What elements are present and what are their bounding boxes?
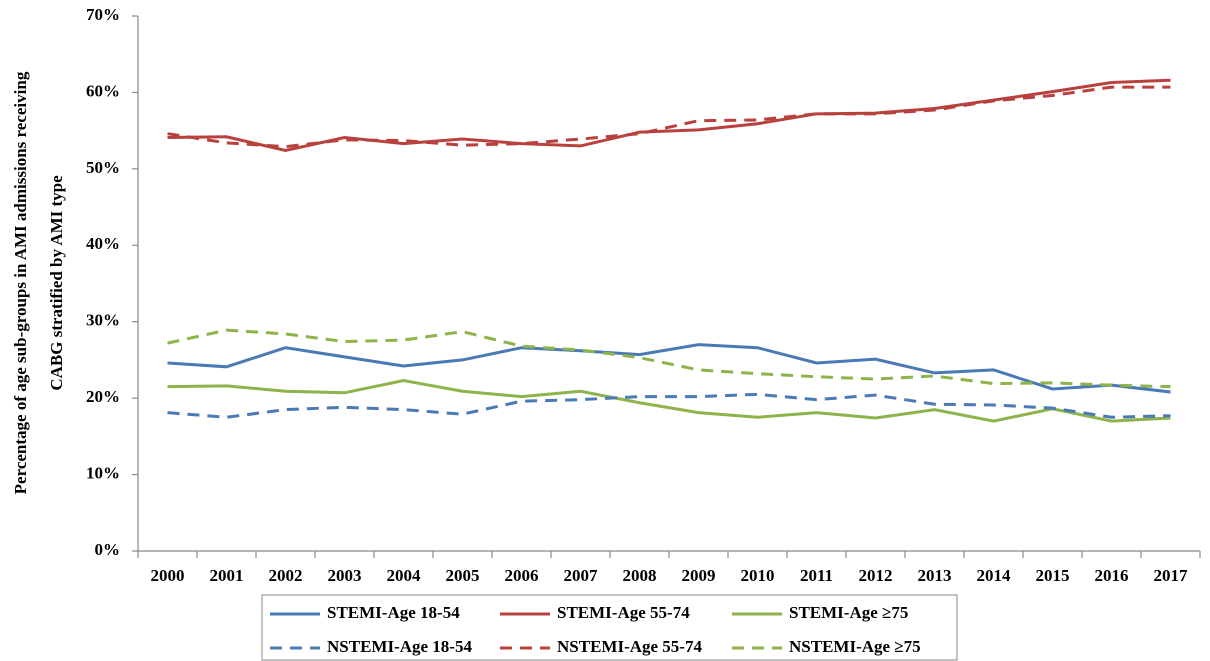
line-series (167, 78, 1171, 153)
legend-label: STEMI-Age ≥75 (789, 603, 908, 622)
x-tick-label: 2003 (328, 566, 362, 585)
y-tick-label: 30% (86, 311, 120, 330)
x-tick-label: 2001 (210, 566, 244, 585)
y-tick-label: 50% (86, 158, 120, 177)
x-tick-label: 2013 (918, 566, 952, 585)
line-series (167, 379, 1171, 423)
x-tick-label: 2004 (387, 566, 422, 585)
x-tick-label: 2009 (682, 566, 716, 585)
x-tick-label: 2016 (1095, 566, 1129, 585)
x-tick-label: 2005 (446, 566, 480, 585)
y-axis-label: CABG stratified by AMI type (47, 175, 66, 391)
x-tick-label: 2002 (269, 566, 303, 585)
x-tick-label: 2008 (623, 566, 657, 585)
y-axis-label: Percentage of age sub-groups in AMI admi… (11, 71, 30, 494)
x-tick-label: 2006 (505, 566, 539, 585)
x-tick-label: 2017 (1154, 566, 1189, 585)
x-tick-label: 2000 (151, 566, 185, 585)
line-series (167, 343, 1171, 394)
line-series (167, 392, 1171, 419)
line-series (167, 328, 1171, 389)
y-tick-label: 20% (86, 387, 120, 406)
y-tick-label: 0% (95, 540, 121, 559)
legend-box (261, 594, 958, 661)
y-tick-label: 40% (86, 234, 120, 253)
legend-label: NSTEMI-Age ≥75 (789, 637, 921, 656)
legend-label: STEMI-Age 55-74 (557, 603, 690, 622)
x-tick-label: 2014 (977, 566, 1012, 585)
x-tick-label: 2007 (564, 566, 599, 585)
legend-label: STEMI-Age 18-54 (327, 603, 460, 622)
x-tick-label: 2011 (800, 566, 833, 585)
x-tick-label: 2012 (859, 566, 893, 585)
legend-label: NSTEMI-Age 55-74 (557, 637, 702, 656)
y-tick-label: 60% (86, 81, 120, 100)
legend-label: NSTEMI-Age 18-54 (327, 637, 472, 656)
x-tick-label: 2015 (1036, 566, 1070, 585)
x-tick-label: 2010 (741, 566, 775, 585)
y-tick-label: 10% (86, 463, 120, 482)
y-tick-label: 70% (86, 5, 120, 24)
line-series (167, 85, 1171, 149)
